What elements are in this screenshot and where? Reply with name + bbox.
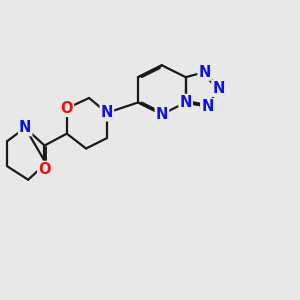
Text: N: N: [179, 95, 192, 110]
Text: N: N: [198, 64, 211, 80]
Text: O: O: [38, 162, 51, 177]
Text: N: N: [156, 107, 168, 122]
Text: N: N: [19, 120, 31, 135]
Text: N: N: [201, 99, 214, 114]
Text: N: N: [101, 105, 113, 120]
Text: O: O: [61, 101, 73, 116]
Text: N: N: [212, 81, 225, 96]
